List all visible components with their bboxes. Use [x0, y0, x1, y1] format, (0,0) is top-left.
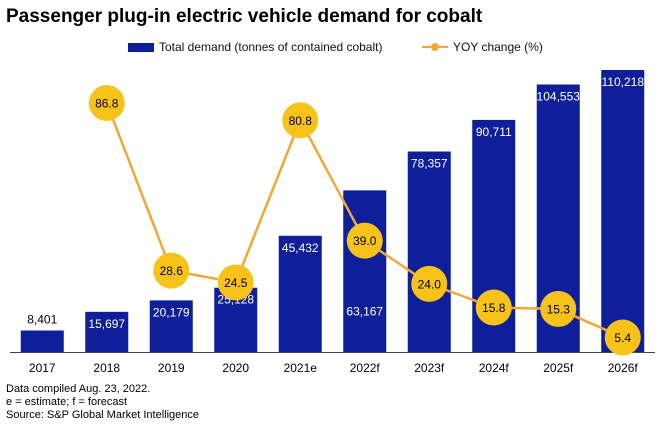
legend-line-label: YOY change (%): [453, 40, 543, 54]
yoy-marker-2023f: [411, 265, 448, 302]
bar-value-label: 8,401: [27, 313, 57, 327]
legend-bar-swatch: [128, 42, 154, 52]
yoy-marker-2022f: [346, 222, 383, 259]
yoy-marker-2019: [153, 252, 190, 289]
bar-value-label: 110,218: [602, 75, 645, 89]
x-tick-label: 2018: [93, 361, 120, 375]
bar-value-label: 104,553: [537, 89, 581, 103]
yoy-value-label: 39.0: [353, 234, 377, 248]
bar-2019: [149, 300, 193, 352]
bar-2021e: [278, 235, 322, 352]
yoy-value-label: 24.0: [418, 277, 442, 291]
x-tick-label: 2019: [158, 361, 185, 375]
bar-value-label: 90,711: [476, 125, 512, 139]
x-tick-label: 2023f: [414, 361, 445, 375]
bar-value-label: 20,179: [153, 305, 190, 319]
bar-value-label: 15,697: [88, 317, 125, 331]
footnotes: Data compiled Aug. 23, 2022. e = estimat…: [6, 383, 199, 422]
x-tick-label: 2024f: [479, 361, 510, 375]
yoy-value-label: 24.5: [224, 276, 248, 290]
bar-2023f: [407, 151, 451, 352]
yoy-marker-2018: [88, 85, 125, 122]
yoy-marker-2021e: [282, 102, 319, 139]
yoy-value-label: 86.8: [95, 97, 119, 111]
x-tick-label: 2022f: [350, 361, 381, 375]
legend-item-demand: Total demand (tonnes of contained cobalt…: [128, 40, 382, 54]
legend-item-yoy: YOY change (%): [422, 40, 543, 54]
bar-2017: [20, 330, 64, 352]
yoy-marker-2025f: [540, 290, 577, 327]
bar-value-label: 78,357: [411, 157, 448, 171]
yoy-value-label: 15.8: [482, 301, 506, 315]
yoy-marker-2024f: [475, 289, 512, 326]
bar-2022f: [343, 190, 387, 352]
chart-title: Passenger plug-in electric vehicle deman…: [6, 6, 483, 27]
yoy-value-label: 15.3: [547, 302, 571, 316]
x-tick-label: 2021e: [284, 361, 318, 375]
x-tick-label: 2017: [29, 361, 56, 375]
footnote-source: Source: S&P Global Market Intelligence: [6, 409, 200, 421]
bar-2018: [85, 311, 129, 352]
x-tick-label: 2025f: [543, 361, 574, 375]
footnote-abbreviations: e = estimate; f = forecast: [6, 396, 128, 408]
yoy-marker-2026f: [604, 319, 641, 356]
yoy-value-label: 5.4: [614, 331, 631, 345]
x-tick-label: 2026f: [608, 361, 639, 375]
legend: Total demand (tonnes of contained cobalt…: [0, 40, 660, 56]
bar-2026f: [601, 70, 645, 352]
yoy-value-label: 80.8: [289, 114, 313, 128]
legend-bar-label: Total demand (tonnes of contained cobalt…: [159, 40, 383, 54]
bar-value-label: 45,432: [282, 241, 319, 255]
x-tick-label: 2020: [222, 361, 249, 375]
legend-line-swatch: [422, 41, 448, 53]
yoy-value-label: 28.6: [160, 264, 184, 278]
footnote-date: Data compiled Aug. 23, 2022.: [6, 383, 151, 395]
bar-value-label: 63,167: [346, 304, 383, 318]
yoy-marker-2020: [217, 264, 254, 301]
